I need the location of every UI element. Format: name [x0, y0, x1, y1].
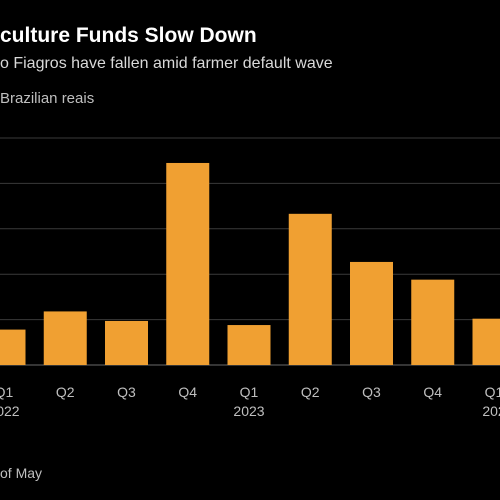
chart-title: culture Funds Slow Down	[0, 24, 257, 47]
bar-q1-2023	[227, 325, 271, 365]
x-tick-label: Q2	[301, 384, 320, 400]
x-tick-year-label: 202	[482, 403, 500, 419]
x-tick-label: Q4	[423, 384, 442, 400]
bar-q3-2022	[105, 320, 148, 365]
bars	[0, 162, 500, 365]
x-tick-label: Q1	[485, 384, 500, 400]
bar-q3-2023	[350, 261, 393, 365]
x-tick-label: Q1	[240, 384, 259, 400]
footnote: of May	[0, 465, 43, 481]
x-tick-label: Q1	[0, 384, 14, 400]
x-tick-label: Q4	[178, 384, 197, 400]
x-tick-label: Q2	[56, 384, 75, 400]
bar-q2-2022	[43, 311, 87, 365]
x-tick-year-label: 2023	[233, 403, 264, 419]
bar-q4-2022	[166, 162, 210, 365]
bar-q4-2023	[411, 279, 455, 365]
bar-q1-2024	[472, 318, 500, 365]
x-tick-labels: Q1 2022 Q2 Q3 Q4 Q1 2023 Q2 Q3 Q4 Q1 202	[0, 384, 500, 419]
x-tick-label: Q3	[362, 384, 381, 400]
bar-q2-2023	[288, 213, 332, 365]
bar-q1-2022	[0, 329, 26, 365]
unit-label: Brazilian reais	[0, 90, 95, 107]
x-tick-label: Q3	[117, 384, 136, 400]
chart-subtitle: o Fiagros have fallen amid farmer defaul…	[0, 55, 333, 72]
x-tick-year-label: 2022	[0, 403, 20, 419]
